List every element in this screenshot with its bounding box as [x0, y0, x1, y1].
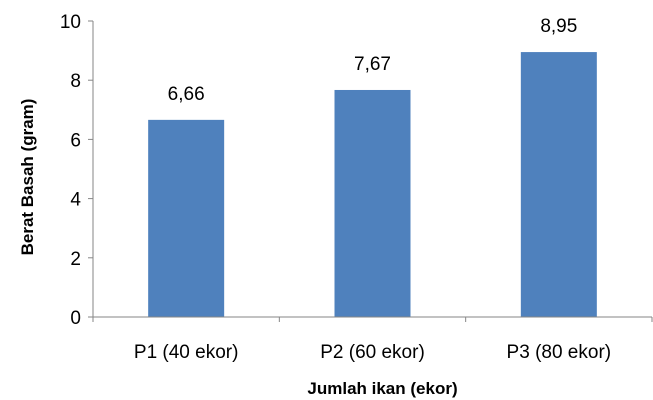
bar-value-label: 8,95 [540, 16, 577, 37]
bars-group [148, 52, 597, 317]
x-axis: P1 (40 ekor) P2 (60 ekor) P3 (80 ekor) [92, 316, 653, 363]
y-tick-label: 2 [70, 249, 81, 270]
bar [520, 52, 597, 317]
y-tick-label: 8 [70, 71, 81, 92]
x-axis-title: Jumlah ikan (ekor) [307, 379, 457, 398]
y-tick-label: 0 [70, 308, 81, 329]
bar-value-label: 7,67 [354, 54, 391, 75]
y-tick-label: 10 [60, 12, 81, 33]
data-labels-group: 6,66 7,67 8,95 [168, 16, 578, 105]
bar-value-label: 6,66 [168, 84, 205, 105]
x-tick-label: P2 (60 ekor) [320, 342, 425, 363]
y-tick-label: 4 [70, 190, 81, 211]
x-tick-label: P3 (80 ekor) [507, 342, 612, 363]
bar [148, 119, 225, 317]
y-axis-title: Berat Basah (gram) [18, 99, 37, 256]
y-axis: 0 2 4 6 8 10 [60, 12, 94, 329]
y-tick-label: 6 [70, 130, 81, 151]
x-tick-label: P1 (40 ekor) [134, 342, 239, 363]
bar [334, 89, 411, 317]
